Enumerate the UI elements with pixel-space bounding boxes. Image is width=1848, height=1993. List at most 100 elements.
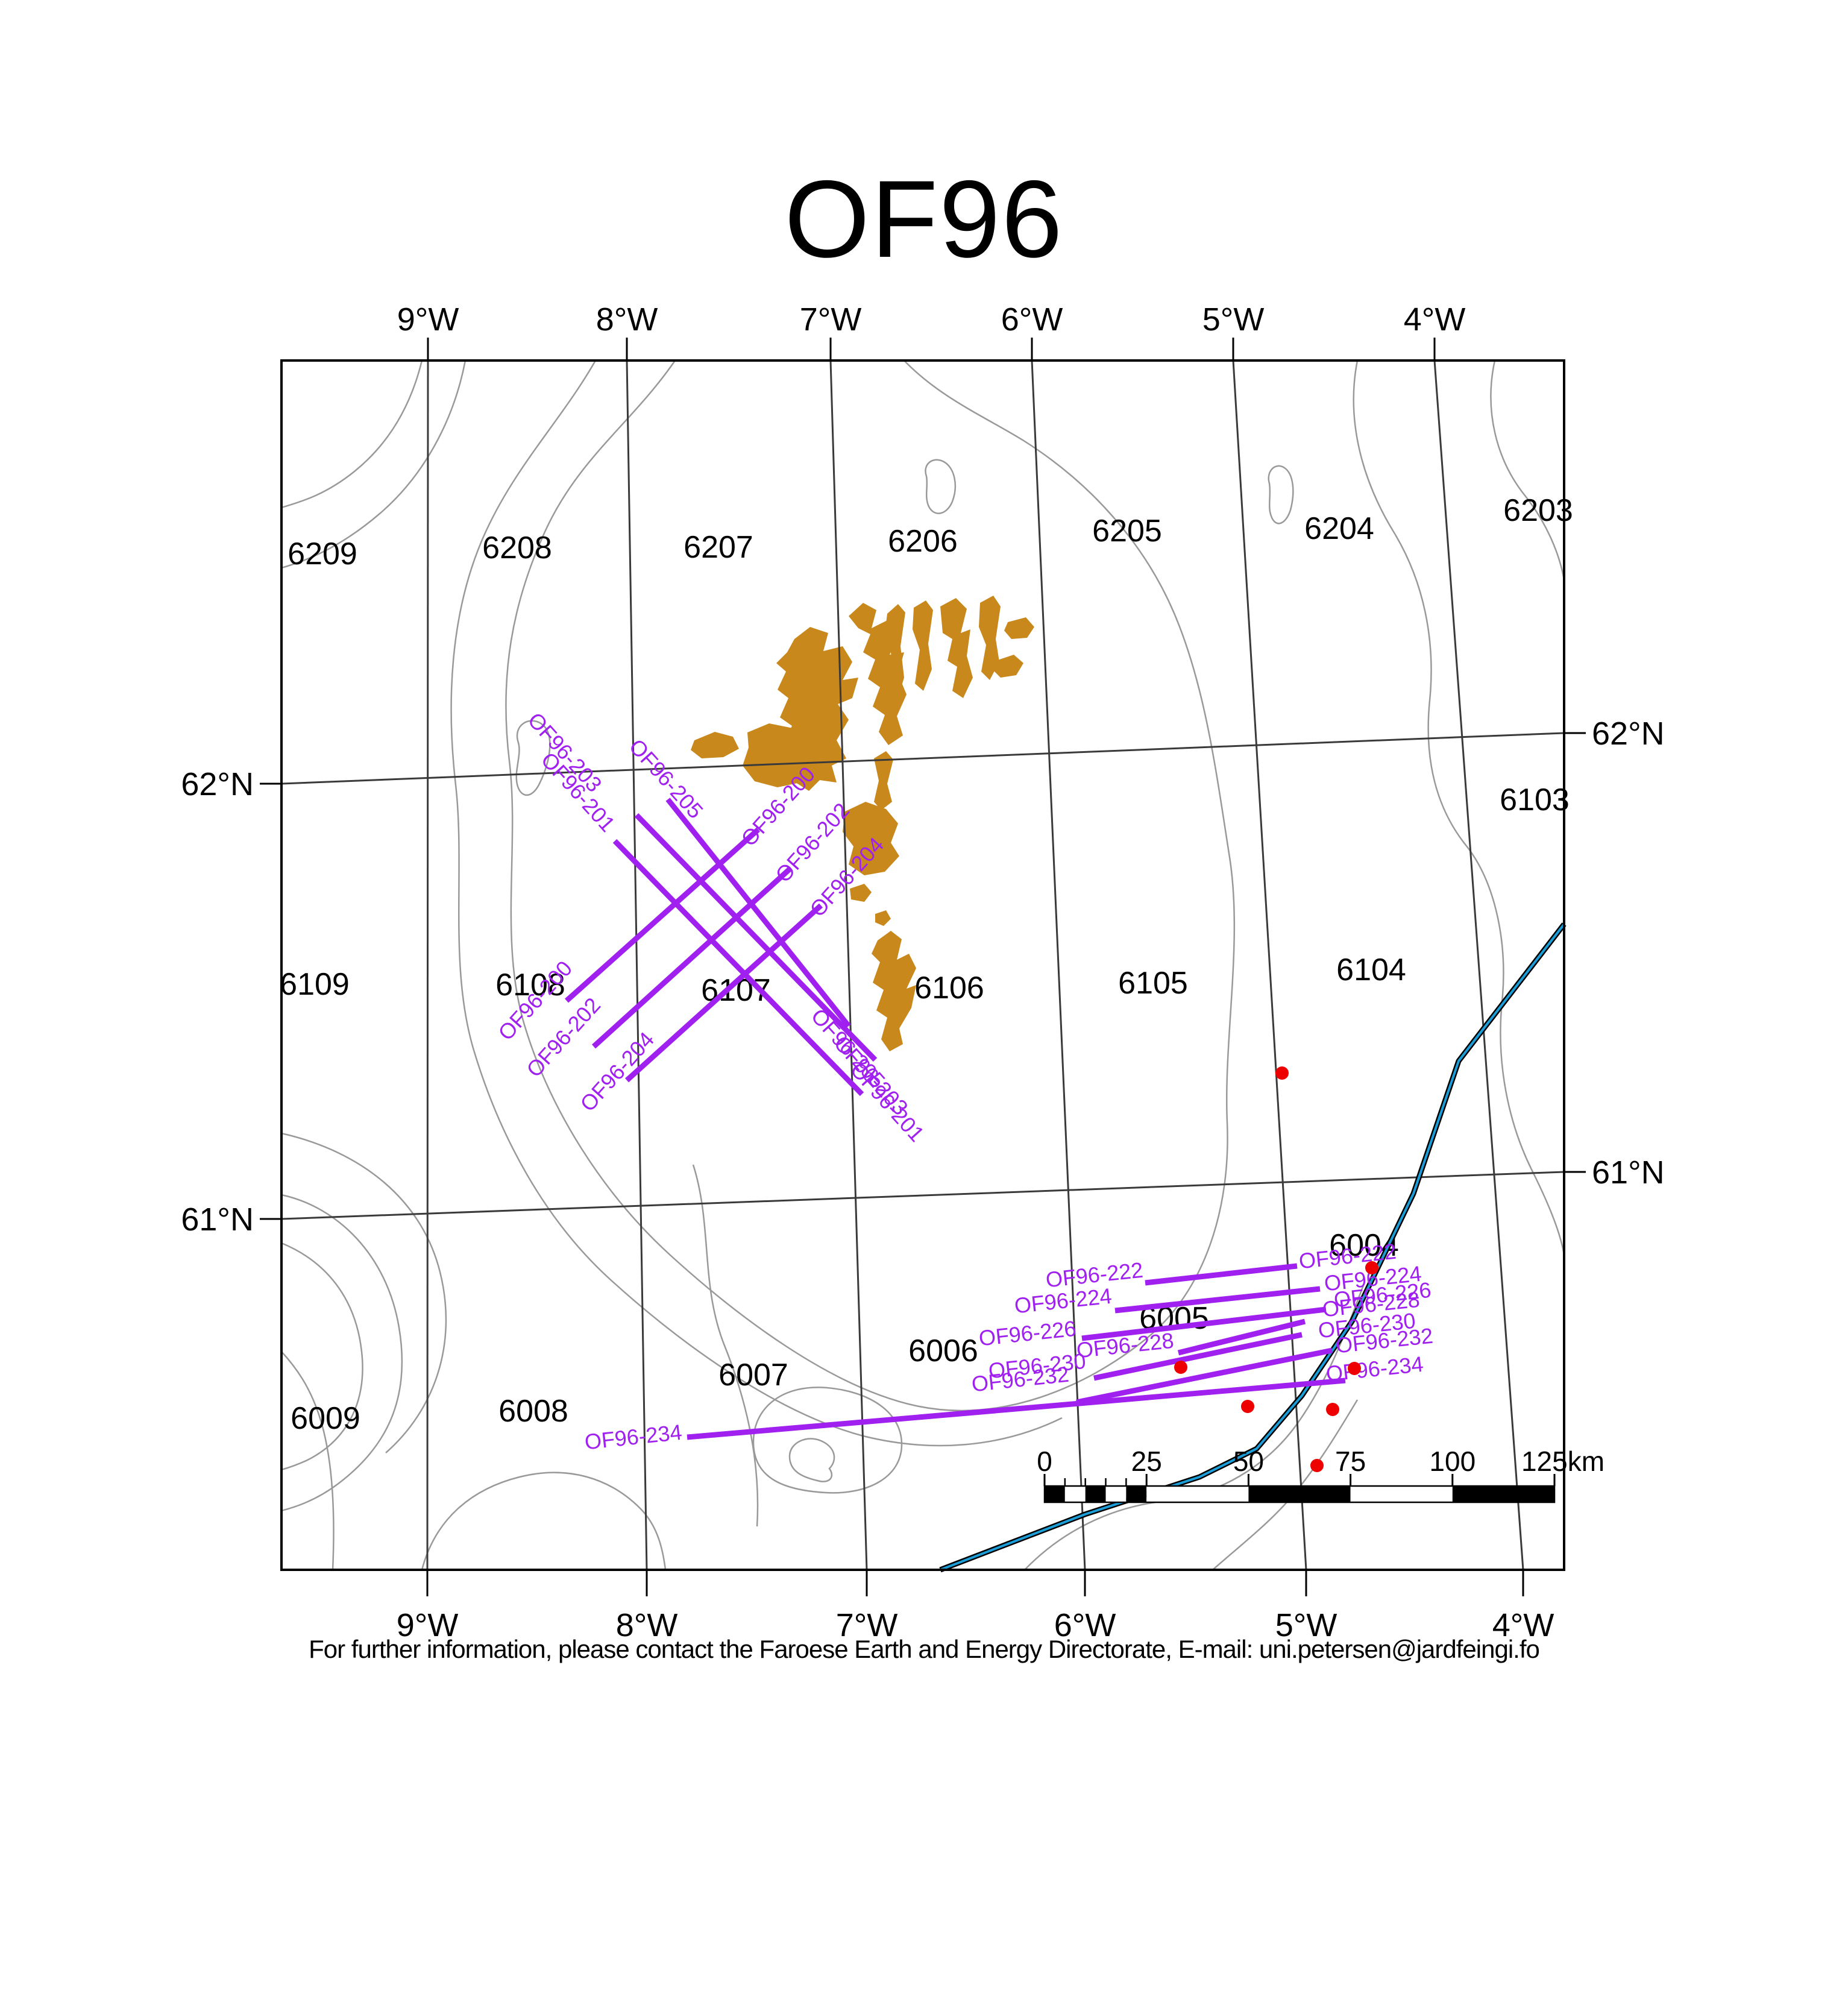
contour-line [281, 360, 467, 569]
well-dot [1326, 1403, 1339, 1416]
longitude-label-top: 7°W [800, 301, 862, 338]
longitude-label-bottom: 9°W [397, 1607, 459, 1643]
faroe-islands [691, 596, 1034, 1051]
seismic-line [565, 827, 760, 1003]
seismic-line [612, 839, 864, 1097]
contour-line [505, 360, 1236, 1412]
scalebar-label: 0 [1037, 1446, 1052, 1477]
meridian-line [1031, 360, 1086, 1570]
quadrant-label: 6207 [684, 530, 753, 565]
footer-contact: For further information, please contact … [309, 1635, 1540, 1663]
island [940, 598, 973, 698]
island [992, 655, 1023, 678]
meridian-line [1232, 360, 1307, 1570]
island [743, 723, 816, 787]
bathymetry-contours [281, 360, 1565, 1570]
well-markers [1174, 1066, 1378, 1472]
contour-line [692, 1164, 759, 1527]
scalebar-segment [1126, 1486, 1147, 1502]
scalebar-segment [1146, 1486, 1249, 1502]
island [691, 732, 739, 758]
quadrant-label: 6209 [288, 537, 357, 571]
well-dot [1310, 1459, 1324, 1472]
latitude-label-right: 61°N [1592, 1154, 1665, 1191]
longitude-label-bottom: 4°W [1492, 1607, 1554, 1643]
contour-line [925, 459, 957, 514]
contour-line [1024, 1285, 1365, 1570]
well-dot [1348, 1362, 1361, 1375]
quadrant-label: 6205 [1092, 514, 1162, 549]
longitude-label-bottom: 6°W [1054, 1607, 1116, 1643]
seismic-line [1145, 1263, 1298, 1286]
island [872, 931, 916, 1051]
island [875, 910, 891, 926]
longitude-label-bottom: 5°W [1275, 1607, 1337, 1643]
meridian-line [1433, 360, 1524, 1570]
parallel-line [281, 732, 1565, 785]
quadrant-label: 6208 [482, 531, 552, 565]
quadrant-label: 6106 [914, 971, 984, 1006]
seismic-line-label: OF96-204 [575, 1027, 659, 1116]
graticule [281, 360, 1565, 1570]
quadrant-label: 6007 [718, 1358, 788, 1393]
quadrant-label: 6104 [1336, 952, 1406, 987]
quadrant-label: 6105 [1118, 966, 1188, 1001]
well-dot [1174, 1361, 1187, 1374]
graticule-labels: 9°W 9°W 8°W 8°W 7°W 7°W 6°W 6°W 5°W 5°W 4°W 4°W 62°N… [181, 301, 1664, 1643]
seismic-line [1093, 1332, 1303, 1381]
contour-line [281, 1194, 403, 1512]
contour-line [450, 360, 1063, 1447]
scalebar-label: 100 [1429, 1446, 1476, 1477]
well-dot [1275, 1066, 1289, 1080]
contour-line [421, 1472, 667, 1570]
seismic-line-label: OF96-201 [846, 1057, 929, 1147]
meridian-line [829, 360, 868, 1570]
contour-line [281, 1351, 335, 1570]
seismic-line-label: OF96-226 [978, 1316, 1077, 1351]
scalebar-label: 75 [1335, 1446, 1366, 1477]
quadrant-label: 6103 [1500, 782, 1570, 817]
quadrant-label: 6108 [495, 968, 565, 1003]
contour-line [788, 1438, 835, 1482]
scalebar-segment [1248, 1486, 1351, 1502]
contour-line [1353, 360, 1565, 1256]
scalebar-segment [1085, 1486, 1106, 1502]
contour-line [281, 360, 423, 509]
well-dot [1365, 1261, 1378, 1274]
quadrant-label: 6006 [908, 1333, 978, 1368]
latitude-label-right: 62°N [1592, 716, 1665, 752]
contour-line [515, 720, 551, 796]
seismic-line [665, 798, 851, 1028]
contour-line [1490, 360, 1565, 581]
parallel-line [281, 1171, 1565, 1220]
well-dot [1241, 1400, 1254, 1413]
meridian-line [426, 360, 429, 1570]
map-border [280, 359, 1565, 1571]
seismic-line [624, 903, 823, 1083]
seismic-line [1076, 1347, 1333, 1405]
quadrant-label: 6204 [1304, 511, 1374, 546]
seismic-line-label: OF96-232 [970, 1362, 1070, 1397]
seismic-line [1177, 1318, 1306, 1356]
longitude-label-bottom: 7°W [836, 1607, 898, 1643]
scalebar-segment [1064, 1486, 1086, 1502]
quadrant-label: 6206 [888, 524, 958, 559]
scalebar-segment [1105, 1486, 1127, 1502]
seismic-line [1114, 1286, 1321, 1314]
island [850, 884, 872, 902]
seismic-line [687, 1377, 1346, 1440]
scalebar-segment [1045, 1486, 1065, 1502]
seismic-line-label: OF96-224 [1013, 1283, 1113, 1318]
latitude-label-left: 62°N [181, 766, 254, 802]
island [913, 600, 933, 691]
longitude-label-top: 8°W [596, 301, 658, 338]
island [843, 802, 899, 875]
quadrant-label: 6109 [280, 967, 350, 1002]
scalebar-outline [1043, 1485, 1556, 1503]
contour-line [752, 1387, 903, 1494]
quadrant-label: 6008 [498, 1394, 568, 1429]
meridian-line [626, 360, 648, 1570]
seismic-line [634, 813, 878, 1062]
longitude-label-top: 6°W [1001, 301, 1063, 338]
